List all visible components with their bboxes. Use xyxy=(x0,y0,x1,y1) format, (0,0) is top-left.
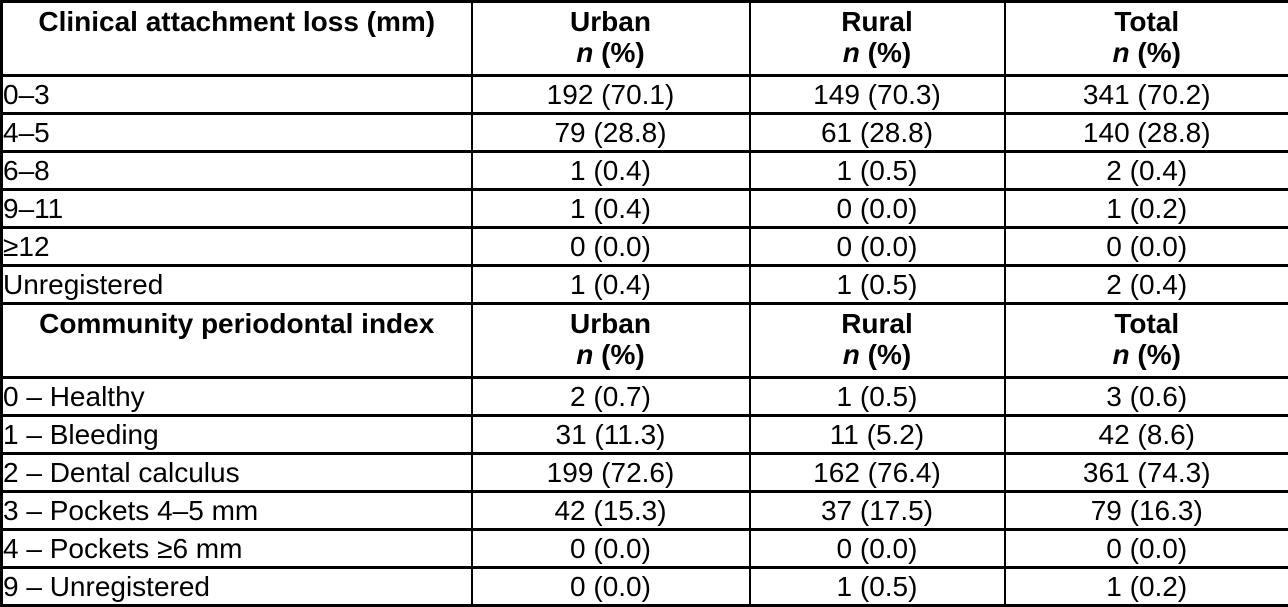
row-label-cell: 0–3 xyxy=(2,76,472,114)
table-row-cpi-4-pockets-ge6: 4 – Pockets ≥6 mm 0 (0.0) 0 (0.0) 0 (0.0… xyxy=(2,530,1288,568)
periodontal-data-table-container: Clinical attachment loss (mm) Urban n (%… xyxy=(0,0,1288,574)
col-name-rural: Rural xyxy=(751,308,1004,339)
percent-label: (%) xyxy=(593,37,644,68)
rural-value-cell: 0 (0.0) xyxy=(750,190,1005,228)
total-value-cell: 1 (0.2) xyxy=(1005,568,1288,606)
n-label: n xyxy=(843,37,860,68)
urban-value-cell: 199 (72.6) xyxy=(472,454,750,492)
table-row-cpi-3-pockets-4-5: 3 – Pockets 4–5 mm 42 (15.3) 37 (17.5) 7… xyxy=(2,492,1288,530)
section2-col-header-urban: Urban n (%) xyxy=(472,304,750,378)
rural-value-cell: 11 (5.2) xyxy=(750,416,1005,454)
rural-value-cell: 1 (0.5) xyxy=(750,378,1005,416)
row-label-cell: 3 – Pockets 4–5 mm xyxy=(2,492,472,530)
table-row-cal-9-11: 9–11 1 (0.4) 0 (0.0) 1 (0.2) xyxy=(2,190,1288,228)
urban-value-cell: 1 (0.4) xyxy=(472,266,750,304)
urban-value-cell: 1 (0.4) xyxy=(472,190,750,228)
row-label-cell: 1 – Bleeding xyxy=(2,416,472,454)
row-label-cell: Unregistered xyxy=(2,266,472,304)
urban-value-cell: 0 (0.0) xyxy=(472,530,750,568)
table-row-cal-6-8: 6–8 1 (0.4) 1 (0.5) 2 (0.4) xyxy=(2,152,1288,190)
col-name-total: Total xyxy=(1006,6,1288,37)
total-value-cell: 2 (0.4) xyxy=(1005,266,1288,304)
total-value-cell: 3 (0.6) xyxy=(1005,378,1288,416)
row-label-cell: 2 – Dental calculus xyxy=(2,454,472,492)
percent-label: (%) xyxy=(593,339,644,370)
n-label: n xyxy=(843,339,860,370)
rural-value-cell: 1 (0.5) xyxy=(750,152,1005,190)
section2-title: Community periodontal index xyxy=(2,304,472,378)
total-value-cell: 79 (16.3) xyxy=(1005,492,1288,530)
n-label: n xyxy=(576,37,593,68)
total-value-cell: 0 (0.0) xyxy=(1005,228,1288,266)
table-row-cal-ge12: ≥12 0 (0.0) 0 (0.0) 0 (0.0) xyxy=(2,228,1288,266)
total-value-cell: 341 (70.2) xyxy=(1005,76,1288,114)
total-value-cell: 140 (28.8) xyxy=(1005,114,1288,152)
section1-col-header-rural: Rural n (%) xyxy=(750,2,1005,76)
urban-value-cell: 31 (11.3) xyxy=(472,416,750,454)
rural-value-cell: 149 (70.3) xyxy=(750,76,1005,114)
row-label-cell: 4–5 xyxy=(2,114,472,152)
n-percent-label: n (%) xyxy=(751,339,1004,370)
total-value-cell: 42 (8.6) xyxy=(1005,416,1288,454)
row-label-cell: 0 – Healthy xyxy=(2,378,472,416)
table-row-cpi-1-bleeding: 1 – Bleeding 31 (11.3) 11 (5.2) 42 (8.6) xyxy=(2,416,1288,454)
percent-label: (%) xyxy=(860,339,911,370)
n-label: n xyxy=(1113,37,1130,68)
n-label: n xyxy=(576,339,593,370)
col-name-total: Total xyxy=(1006,308,1288,339)
table-row-cpi-0-healthy: 0 – Healthy 2 (0.7) 1 (0.5) 3 (0.6) xyxy=(2,378,1288,416)
percent-label: (%) xyxy=(1130,37,1181,68)
row-label-cell: 9–11 xyxy=(2,190,472,228)
section2-col-header-total: Total n (%) xyxy=(1005,304,1288,378)
row-label-cell: ≥12 xyxy=(2,228,472,266)
rural-value-cell: 1 (0.5) xyxy=(750,266,1005,304)
urban-value-cell: 0 (0.0) xyxy=(472,568,750,606)
urban-value-cell: 2 (0.7) xyxy=(472,378,750,416)
section1-col-header-total: Total n (%) xyxy=(1005,2,1288,76)
col-name-urban: Urban xyxy=(473,6,749,37)
urban-value-cell: 1 (0.4) xyxy=(472,152,750,190)
rural-value-cell: 0 (0.0) xyxy=(750,530,1005,568)
n-percent-label: n (%) xyxy=(473,339,749,370)
total-value-cell: 0 (0.0) xyxy=(1005,530,1288,568)
rural-value-cell: 162 (76.4) xyxy=(750,454,1005,492)
urban-value-cell: 79 (28.8) xyxy=(472,114,750,152)
n-label: n xyxy=(1113,339,1130,370)
col-name-urban: Urban xyxy=(473,308,749,339)
total-value-cell: 2 (0.4) xyxy=(1005,152,1288,190)
n-percent-label: n (%) xyxy=(473,37,749,68)
urban-value-cell: 42 (15.3) xyxy=(472,492,750,530)
table-row-cal-0-3: 0–3 192 (70.1) 149 (70.3) 341 (70.2) xyxy=(2,76,1288,114)
urban-value-cell: 0 (0.0) xyxy=(472,228,750,266)
table-row-cal-unregistered: Unregistered 1 (0.4) 1 (0.5) 2 (0.4) xyxy=(2,266,1288,304)
section1-header-row: Clinical attachment loss (mm) Urban n (%… xyxy=(2,2,1288,76)
row-label-cell: 6–8 xyxy=(2,152,472,190)
rural-value-cell: 37 (17.5) xyxy=(750,492,1005,530)
total-value-cell: 361 (74.3) xyxy=(1005,454,1288,492)
rural-value-cell: 1 (0.5) xyxy=(750,568,1005,606)
section2-col-header-rural: Rural n (%) xyxy=(750,304,1005,378)
col-name-rural: Rural xyxy=(751,6,1004,37)
n-percent-label: n (%) xyxy=(1006,37,1288,68)
row-label-cell: 4 – Pockets ≥6 mm xyxy=(2,530,472,568)
urban-value-cell: 192 (70.1) xyxy=(472,76,750,114)
n-percent-label: n (%) xyxy=(751,37,1004,68)
section1-title: Clinical attachment loss (mm) xyxy=(2,2,472,76)
n-percent-label: n (%) xyxy=(1006,339,1288,370)
row-label-cell: 9 – Unregistered xyxy=(2,568,472,606)
total-value-cell: 1 (0.2) xyxy=(1005,190,1288,228)
rural-value-cell: 0 (0.0) xyxy=(750,228,1005,266)
percent-label: (%) xyxy=(1130,339,1181,370)
table-row-cal-4-5: 4–5 79 (28.8) 61 (28.8) 140 (28.8) xyxy=(2,114,1288,152)
rural-value-cell: 61 (28.8) xyxy=(750,114,1005,152)
table-row-cpi-2-dental-calculus: 2 – Dental calculus 199 (72.6) 162 (76.4… xyxy=(2,454,1288,492)
section1-col-header-urban: Urban n (%) xyxy=(472,2,750,76)
section2-header-row: Community periodontal index Urban n (%) … xyxy=(2,304,1288,378)
table-row-cpi-9-unregistered: 9 – Unregistered 0 (0.0) 1 (0.5) 1 (0.2) xyxy=(2,568,1288,606)
percent-label: (%) xyxy=(860,37,911,68)
